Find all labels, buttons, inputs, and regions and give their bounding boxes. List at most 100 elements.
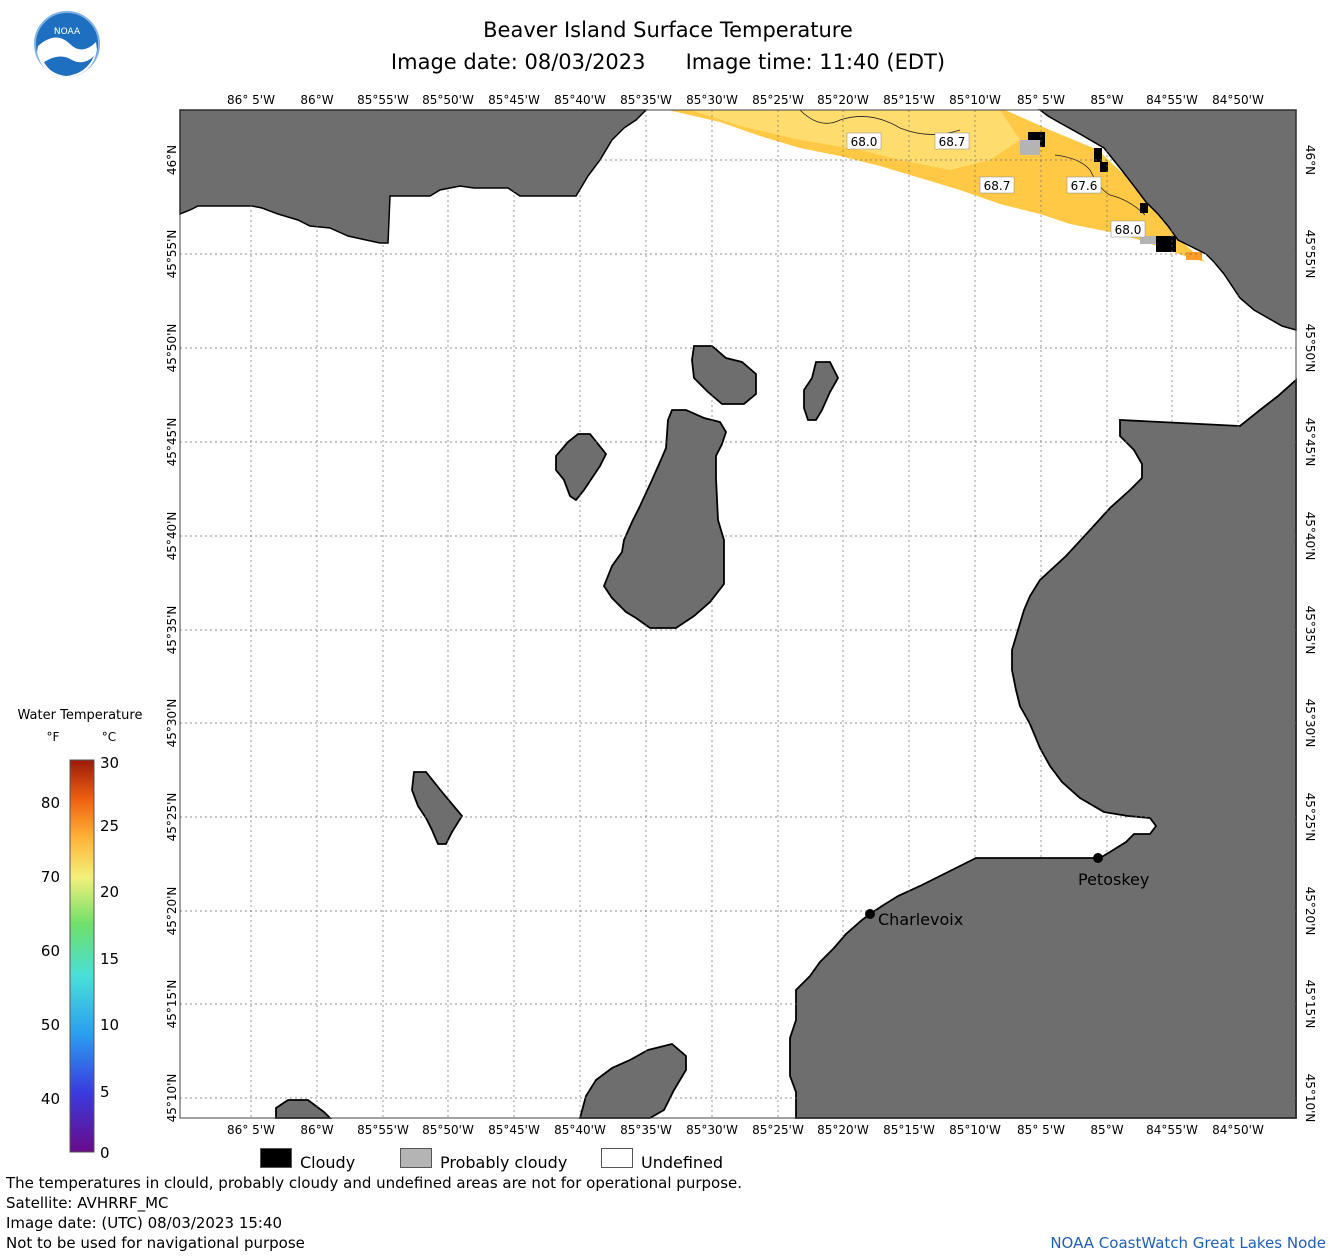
lat-label-right: 45°40'N xyxy=(1303,512,1317,561)
lat-label-left: 45°20'N xyxy=(165,887,179,936)
colorbar-c-tick: 30 xyxy=(100,754,119,772)
lat-label-left: 45°35'N xyxy=(165,606,179,655)
lon-label-top: 85°30'W xyxy=(686,93,738,107)
colorbar-f-tick: 80 xyxy=(41,794,60,812)
lon-label-top: 84°55'W xyxy=(1146,93,1198,107)
lon-label-bottom: 84°50'W xyxy=(1212,1123,1264,1137)
probable-cloud-pixel xyxy=(1140,236,1158,244)
lat-label-left: 45°25'N xyxy=(165,793,179,842)
colorbar-c-tick: 15 xyxy=(100,950,119,968)
footer-credit: NOAA CoastWatch Great Lakes Node xyxy=(1050,1234,1326,1252)
lat-label-right: 45°45'N xyxy=(1303,418,1317,467)
island-gull xyxy=(411,771,464,845)
cloud-pixel xyxy=(1100,162,1108,172)
lon-label-bottom: 85°25'W xyxy=(752,1123,804,1137)
lat-label-left: 45°50'N xyxy=(165,324,179,373)
noaa-logo-text: NOAA xyxy=(54,27,81,37)
lon-label-top: 85°20'W xyxy=(817,93,869,107)
colorbar-c-tick: 0 xyxy=(100,1144,110,1162)
lon-label-bottom: 85°20'W xyxy=(817,1123,869,1137)
legend-label-cloudy: Cloudy xyxy=(300,1153,356,1172)
colorbar-f-tick: 40 xyxy=(41,1090,60,1108)
lon-label-top: 86° 5'W xyxy=(227,93,275,107)
lon-label-bottom: 85°15'W xyxy=(883,1123,935,1137)
colorbar-title: Water Temperature xyxy=(18,708,143,723)
lon-label-bottom: 85°40'W xyxy=(554,1123,606,1137)
island-beaver xyxy=(602,409,727,629)
lon-label-top: 85°10'W xyxy=(949,93,1001,107)
legend-label-undefined: Undefined xyxy=(641,1153,724,1172)
image-date-time-line: Image date: 08/03/2023 Image time: 11:40… xyxy=(0,50,1336,74)
island-high xyxy=(555,433,608,502)
cloud-pixel xyxy=(1094,148,1102,162)
lat-label-right: 45°30'N xyxy=(1303,699,1317,748)
lon-label-top: 85°25'W xyxy=(752,93,804,107)
temp-label: 68.0 xyxy=(851,135,878,149)
city-label-petoskey: Petoskey xyxy=(1078,870,1149,889)
lat-label-right: 45°10'N xyxy=(1303,1074,1317,1123)
lon-label-top: 85°45'W xyxy=(488,93,540,107)
lon-label-top: 85°50'W xyxy=(422,93,474,107)
lat-label-right: 45°35'N xyxy=(1303,606,1317,655)
lat-label-right: 45°50'N xyxy=(1303,324,1317,373)
footer-navigation-warning: Not to be used for navigational purpose xyxy=(6,1234,305,1252)
lon-label-bottom: 85°10'W xyxy=(949,1123,1001,1137)
colorbar-f-label: °F xyxy=(47,730,60,744)
footer-satellite: Satellite: AVHRRF_MC xyxy=(6,1194,169,1212)
lat-label-left: 45°15'N xyxy=(165,980,179,1029)
land-lower-peninsula xyxy=(789,377,1297,1119)
lon-label-bottom: 85°35'W xyxy=(620,1123,672,1137)
lat-label-left: 45°55'N xyxy=(165,230,179,279)
colorbar-f-tick: 50 xyxy=(41,1016,60,1034)
land-upper-peninsula xyxy=(179,109,648,244)
lat-label-right: 45°15'N xyxy=(1303,980,1317,1029)
colorbar-c-label: °C xyxy=(102,730,116,744)
lon-label-bottom: 85°30'W xyxy=(686,1123,738,1137)
island-hog xyxy=(803,361,840,421)
temp-label: 67.6 xyxy=(1071,179,1098,193)
lon-label-top: 85°35'W xyxy=(620,93,672,107)
city-marker-charlevoix xyxy=(865,909,875,919)
image-time: Image time: 11:40 (EDT) xyxy=(685,50,946,74)
lon-label-bottom: 86°W xyxy=(300,1123,333,1137)
lon-label-bottom: 85°45'W xyxy=(488,1123,540,1137)
image-date: Image date: 08/03/2023 xyxy=(390,50,646,74)
warm-pixel xyxy=(1186,252,1202,260)
colorbar-c-tick: 20 xyxy=(100,883,119,901)
land-south-point xyxy=(578,1043,687,1119)
cloud-pixel xyxy=(1156,236,1176,252)
probable-cloud-pixel xyxy=(1020,140,1040,155)
lon-label-top: 85°15'W xyxy=(883,93,935,107)
lon-label-top: 85°40'W xyxy=(554,93,606,107)
legend-label-probably-cloudy: Probably cloudy xyxy=(440,1153,568,1172)
lon-label-bottom: 85°55'W xyxy=(357,1123,409,1137)
colorbar xyxy=(69,759,95,1153)
graticule xyxy=(180,110,1296,1118)
legend-swatch-undefined xyxy=(601,1148,633,1168)
temp-label: 68.7 xyxy=(939,135,966,149)
lat-label-right: 45°25'N xyxy=(1303,793,1317,842)
colorbar-f-tick: 60 xyxy=(41,942,60,960)
lat-label-left: 46°N xyxy=(165,145,179,175)
lat-label-left: 45°10'N xyxy=(165,1074,179,1123)
legend-swatch-probably-cloudy xyxy=(400,1148,432,1168)
lon-label-top: 85°55'W xyxy=(357,93,409,107)
map-frame xyxy=(179,109,1297,1119)
colorbar-c-tick: 5 xyxy=(100,1083,110,1101)
lon-label-top: 86°W xyxy=(300,93,333,107)
lon-label-top: 85° 5'W xyxy=(1017,93,1065,107)
cloud-pixel xyxy=(1140,203,1148,213)
island-garden xyxy=(691,345,757,405)
noaa-logo: NOAA xyxy=(34,11,100,77)
lon-label-bottom: 84°55'W xyxy=(1146,1123,1198,1137)
colorbar-f-tick: 70 xyxy=(41,868,60,886)
colorbar-c-tick: 10 xyxy=(100,1016,119,1034)
city-label-charlevoix: Charlevoix xyxy=(878,910,963,929)
city-marker-petoskey xyxy=(1093,853,1103,863)
lon-label-bottom: 85°50'W xyxy=(422,1123,474,1137)
lat-label-right: 45°20'N xyxy=(1303,887,1317,936)
temp-label: 68.7 xyxy=(984,179,1011,193)
land-upper-right xyxy=(1037,109,1297,331)
water-temperature-area xyxy=(668,110,1205,262)
